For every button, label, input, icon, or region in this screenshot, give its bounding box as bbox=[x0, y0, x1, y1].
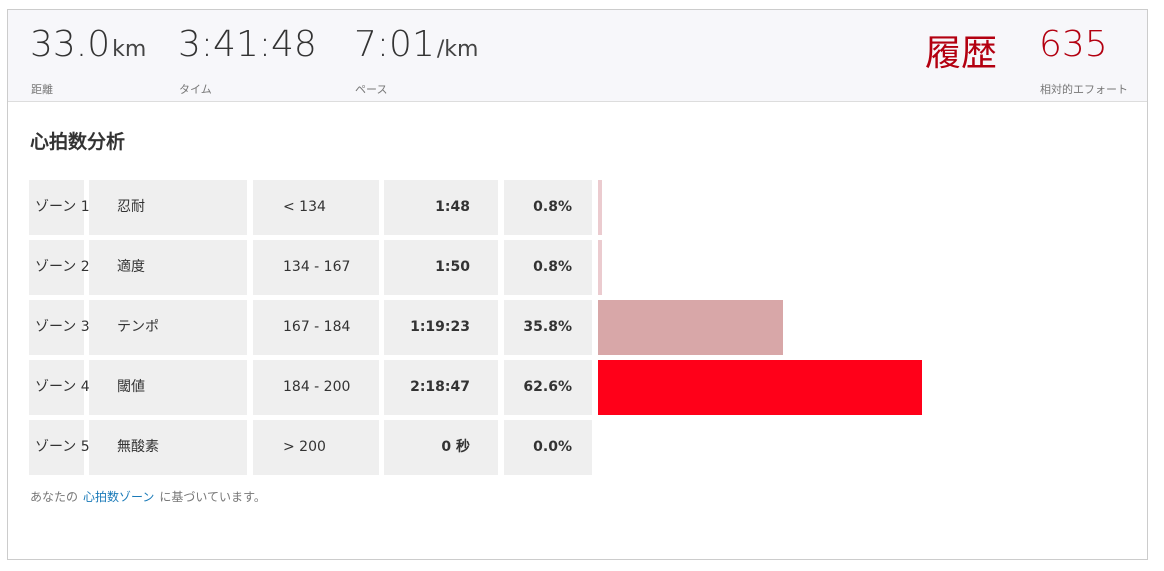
section-title: 心拍数分析 bbox=[30, 131, 126, 153]
stat: 33.0km 距離 bbox=[30, 24, 147, 96]
zone-range: 134 - 167 bbox=[253, 240, 379, 295]
effort-value: 635 bbox=[1039, 24, 1108, 65]
zone-number: ゾーン 5 bbox=[29, 420, 90, 475]
zone-share: 0.8% bbox=[504, 240, 592, 295]
stat: 7:01/km ペース bbox=[354, 24, 479, 96]
zone-range: > 200 bbox=[253, 420, 379, 475]
stat-label: 距離 bbox=[31, 83, 53, 96]
zone-name: テンポ bbox=[89, 300, 247, 355]
zone-bar bbox=[598, 300, 784, 355]
summary-header: 33.0km 距離 3:41:48 タイム 7:01/km ペース 履歴 635 相対的エフォー… bbox=[8, 10, 1147, 102]
zone-share: 0.0% bbox=[504, 420, 592, 475]
zone-share: 35.8% bbox=[504, 300, 592, 355]
stat-unit: /km bbox=[436, 37, 479, 62]
effort: 635 相対的エフォート bbox=[1039, 24, 1128, 96]
zone-range: 167 - 184 bbox=[253, 300, 379, 355]
zone-time: 1:19:23 bbox=[384, 300, 498, 355]
zone-bar bbox=[598, 240, 603, 295]
zone-share: 0.8% bbox=[504, 180, 592, 235]
zone-name: 適度 bbox=[89, 240, 247, 295]
activity-panel: 33.0km 距離 3:41:48 タイム 7:01/km ペース 履歴 635 相対的エフォー… bbox=[7, 9, 1148, 560]
zone-share: 62.6% bbox=[504, 360, 592, 415]
history-link[interactable]: 履歴 bbox=[925, 33, 998, 74]
zone-name: 閾値 bbox=[89, 360, 247, 415]
zone-name: 忍耐 bbox=[89, 180, 247, 235]
stat: 3:41:48 タイム bbox=[178, 24, 317, 96]
zone-time: 2:18:47 bbox=[384, 360, 498, 415]
zone-number: ゾーン 1 bbox=[29, 180, 90, 235]
stat-value: 7:01 bbox=[354, 24, 435, 65]
stat-value: 33.0 bbox=[30, 24, 111, 65]
zone-number: ゾーン 4 bbox=[29, 360, 90, 415]
footer-text: に基づいています。 bbox=[159, 490, 266, 504]
stat-value: 3:41:48 bbox=[178, 24, 317, 65]
stat-unit: km bbox=[112, 37, 147, 62]
zones-link[interactable]: 心拍数ゾーン bbox=[83, 490, 155, 504]
effort-label: 相対的エフォート bbox=[1040, 83, 1128, 96]
zone-number: ゾーン 2 bbox=[29, 240, 90, 295]
zone-time: 1:48 bbox=[384, 180, 498, 235]
zone-range: < 134 bbox=[253, 180, 379, 235]
zone-number: ゾーン 3 bbox=[29, 300, 90, 355]
zone-time: 0 秒 bbox=[384, 420, 498, 475]
stat-label: タイム bbox=[179, 83, 212, 96]
zone-bar bbox=[598, 360, 923, 415]
zone-bar bbox=[598, 180, 603, 235]
footer-text: あなたの bbox=[30, 490, 79, 504]
footer-note: あなたの 心拍数ゾーン に基づいています。 bbox=[30, 488, 266, 505]
zone-name: 無酸素 bbox=[89, 420, 247, 475]
zone-time: 1:50 bbox=[384, 240, 498, 295]
zone-range: 184 - 200 bbox=[253, 360, 379, 415]
stat-label: ペース bbox=[355, 83, 388, 96]
